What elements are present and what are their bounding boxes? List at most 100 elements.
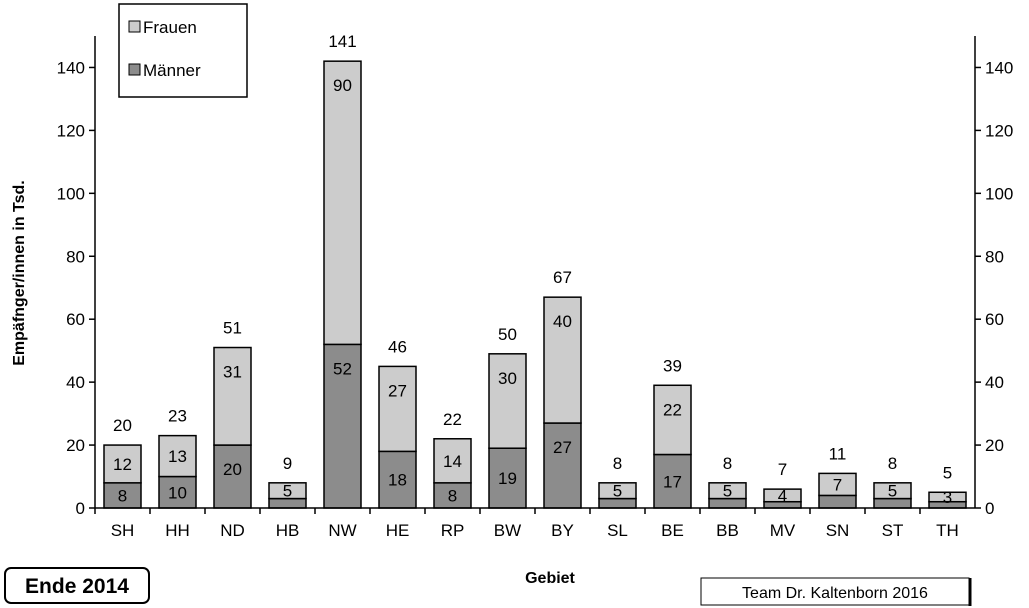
data-label-frauen-mv: 4 xyxy=(778,486,787,505)
total-label-hb: 9 xyxy=(283,454,292,473)
y-tick-label-left: 60 xyxy=(66,310,85,329)
data-label-frauen-sn: 7 xyxy=(833,475,842,494)
y-tick-label-right: 20 xyxy=(985,436,1004,455)
x-tick-label-sn: SN xyxy=(826,521,850,540)
x-tick-label-sl: SL xyxy=(607,521,628,540)
bar-frauen-be xyxy=(653,384,692,456)
data-label-frauen-nd: 31 xyxy=(223,363,242,382)
x-tick-label-he: HE xyxy=(386,521,410,540)
data-label-frauen-hh: 13 xyxy=(168,447,187,466)
y-axis-title: Empäfnger/innen in Tsd. xyxy=(11,180,28,366)
legend-swatch-frauen xyxy=(128,20,141,33)
data-label-maenner-hh: 10 xyxy=(168,483,187,502)
stamp: Ende 2014 xyxy=(4,567,150,604)
x-tick-label-rp: RP xyxy=(441,521,465,540)
data-label-frauen-by: 40 xyxy=(553,312,572,331)
x-tick-label-nw: NW xyxy=(328,521,356,540)
y-tick-label-right: 100 xyxy=(985,184,1013,203)
bar-frauen-by xyxy=(543,296,582,424)
bar-maenner-he xyxy=(378,450,417,509)
bar-frauen-rp xyxy=(433,438,472,484)
total-label-sh: 20 xyxy=(113,416,132,435)
bar-frauen-th xyxy=(928,491,967,503)
bar-maenner-nd xyxy=(213,444,252,509)
x-tick-label-st: ST xyxy=(882,521,904,540)
bar-maenner-sn xyxy=(818,494,857,509)
total-label-he: 46 xyxy=(388,337,407,356)
y-tick-label-right: 80 xyxy=(985,247,1004,266)
data-label-maenner-nw: 52 xyxy=(333,359,352,378)
total-label-mv: 7 xyxy=(778,460,787,479)
bar-frauen-nd xyxy=(213,346,252,446)
x-tick-label-sh: SH xyxy=(111,521,135,540)
bar-frauen-bw xyxy=(488,353,527,449)
total-label-bw: 50 xyxy=(498,325,517,344)
bar-frauen-sn xyxy=(818,472,857,497)
y-tick-label-left: 0 xyxy=(76,499,85,518)
legend: Frauen Männer xyxy=(118,3,248,98)
bar-maenner-by xyxy=(543,422,582,509)
y-tick-label-left: 100 xyxy=(57,184,85,203)
total-label-rp: 22 xyxy=(443,410,462,429)
total-label-bb: 8 xyxy=(723,454,732,473)
data-label-maenner-rp: 8 xyxy=(448,486,457,505)
stamp-text: Ende 2014 xyxy=(25,575,129,598)
stamp-box xyxy=(4,567,150,604)
y-tick-label-left: 120 xyxy=(57,121,85,140)
y-tick-label-left: 80 xyxy=(66,247,85,266)
credit: Team Dr. Kaltenborn 2016 xyxy=(700,577,972,606)
x-tick-label-by: BY xyxy=(551,521,574,540)
data-label-maenner-nd: 20 xyxy=(223,460,242,479)
bar-frauen-hb xyxy=(268,482,307,500)
total-label-sn: 11 xyxy=(829,444,847,463)
legend-label-frauen: Frauen xyxy=(143,18,197,37)
y-tick-label-left: 40 xyxy=(66,373,85,392)
x-axis-title: Gebiet xyxy=(525,570,575,587)
legend-swatch-maenner xyxy=(128,63,141,76)
data-label-frauen-bb: 5 xyxy=(723,482,732,501)
total-label-hh: 23 xyxy=(168,407,187,426)
y-tick-label-right: 120 xyxy=(985,121,1013,140)
y-tick-label-left: 20 xyxy=(66,436,85,455)
y-tick-label-left: 140 xyxy=(57,58,85,77)
legend-box xyxy=(118,3,248,98)
y-tick-label-right: 40 xyxy=(985,373,1004,392)
y-tick-label-right: 140 xyxy=(985,58,1013,77)
bar-frauen-mv xyxy=(763,488,802,503)
bar-maenner-nw xyxy=(323,343,362,509)
bar-frauen-st xyxy=(873,482,912,500)
legend-label-maenner: Männer xyxy=(143,61,201,80)
x-tick-label-th: TH xyxy=(936,521,959,540)
total-label-be: 39 xyxy=(663,356,682,375)
y-axis-left: 0 20 40 60 80 100 120 140 xyxy=(57,36,96,518)
total-label-sl: 8 xyxy=(613,454,622,473)
bar-frauen-sl xyxy=(598,482,637,500)
data-label-maenner-sh: 8 xyxy=(118,486,127,505)
x-tick-label-mv: MV xyxy=(770,521,796,540)
x-tick-label-hb: HB xyxy=(276,521,300,540)
total-label-st: 8 xyxy=(888,454,897,473)
total-label-by: 67 xyxy=(553,268,572,287)
x-axis: SH HH ND HB NW HE RP BW BY SL BE BB MV SN ST TH xyxy=(94,507,975,540)
total-label-nd: 51 xyxy=(223,319,242,338)
y-axis-right: 0 20 40 60 80 100 120 140 xyxy=(974,36,1013,518)
data-label-frauen-be: 22 xyxy=(663,400,682,419)
x-tick-label-nd: ND xyxy=(220,521,245,540)
data-label-frauen-st: 5 xyxy=(888,482,897,501)
x-tick-label-hh: HH xyxy=(165,521,190,540)
data-label-frauen-rp: 14 xyxy=(443,452,462,471)
data-label-maenner-he: 18 xyxy=(388,471,407,490)
total-label-nw: 141 xyxy=(328,32,356,51)
bar-frauen-he xyxy=(378,365,417,453)
data-label-maenner-by: 27 xyxy=(553,438,572,457)
data-label-maenner-bw: 19 xyxy=(498,469,517,488)
bar-frauen-sh xyxy=(103,444,142,484)
y-tick-label-right: 60 xyxy=(985,310,1004,329)
data-label-frauen-sl: 5 xyxy=(613,482,622,501)
credit-box xyxy=(700,577,970,606)
data-label-maenner-be: 17 xyxy=(663,472,682,491)
bar-frauen-nw xyxy=(323,60,362,346)
total-label-th: 5 xyxy=(943,463,952,482)
data-label-frauen-th: 3 xyxy=(943,488,952,507)
